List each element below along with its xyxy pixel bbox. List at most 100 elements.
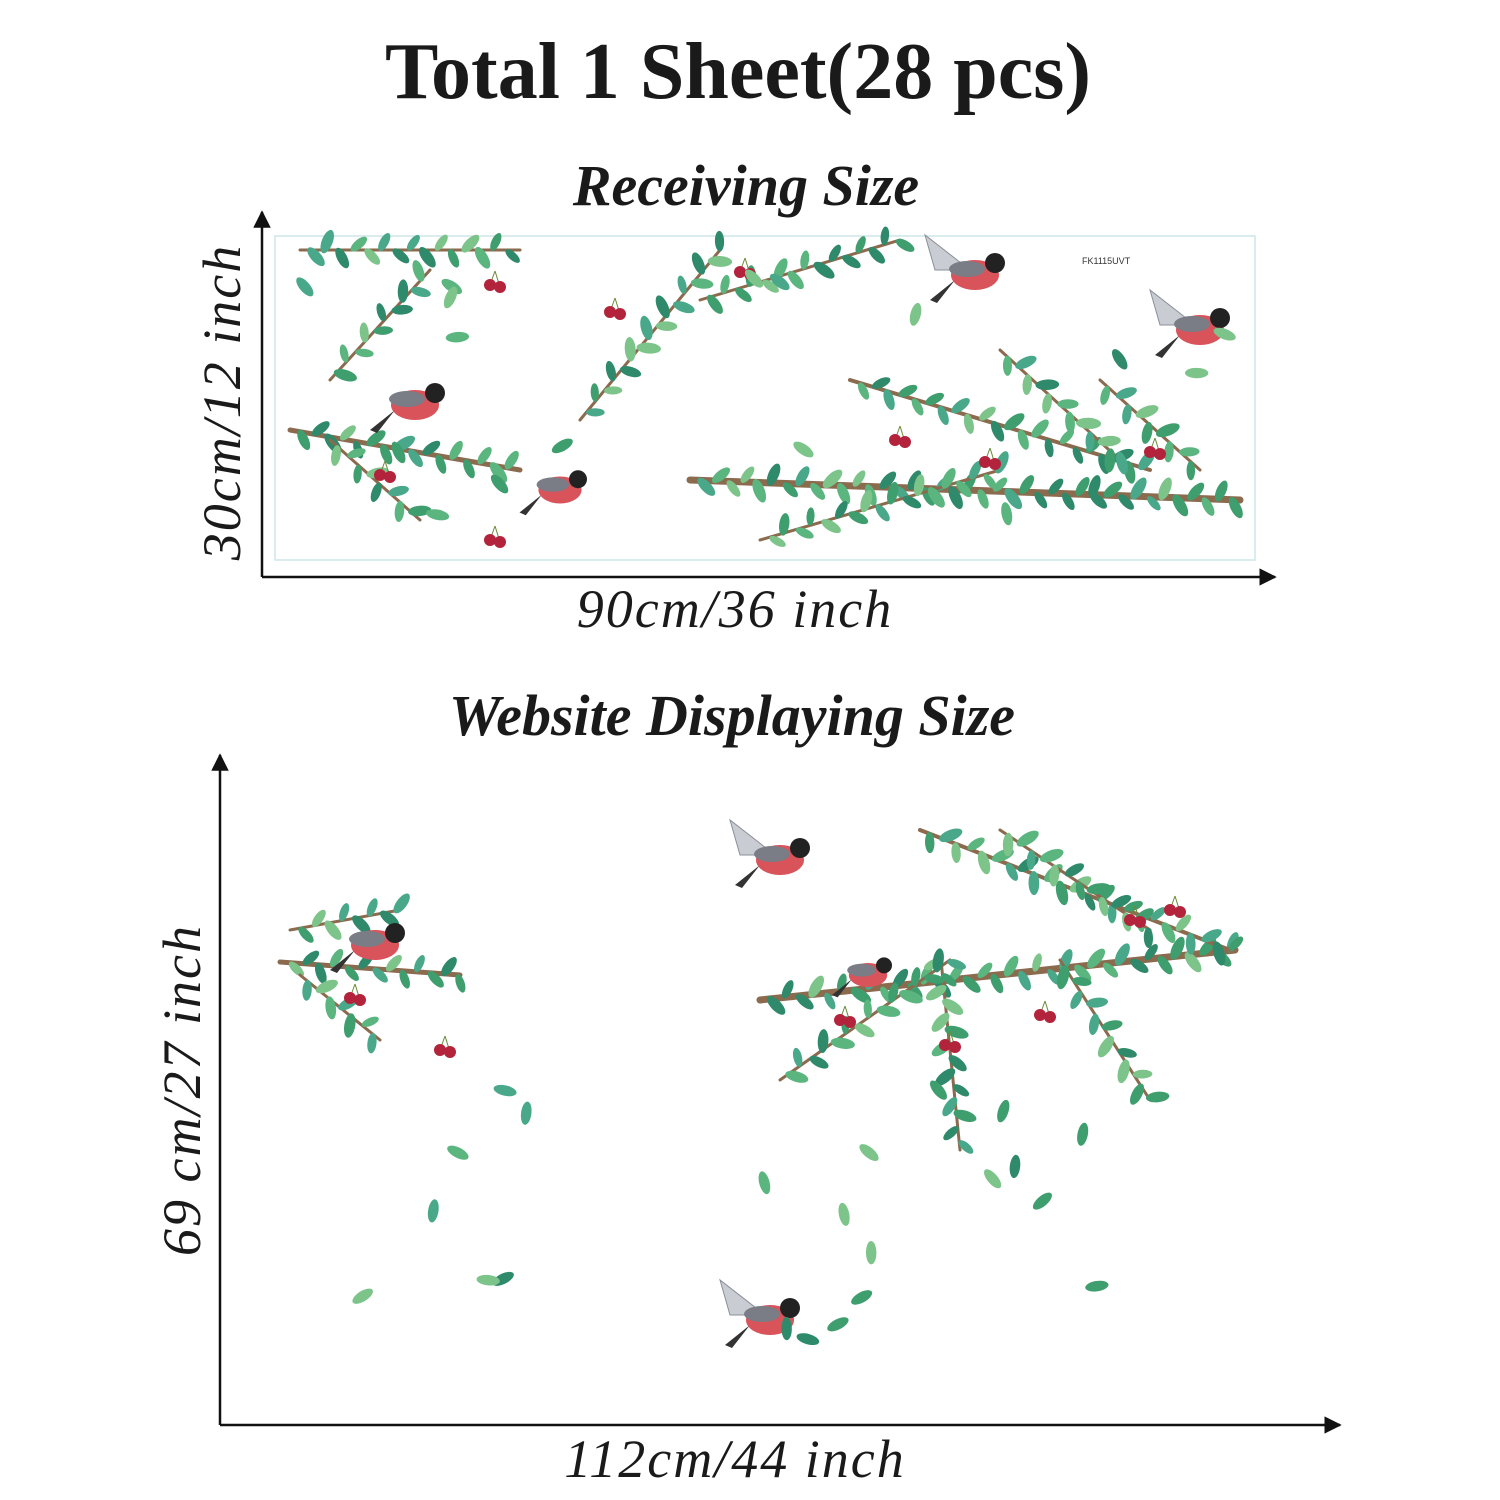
leaf (1130, 477, 1147, 500)
leaf (935, 1068, 956, 1086)
leaf (1111, 895, 1132, 908)
leaf (410, 286, 431, 298)
leaf (1009, 1154, 1021, 1179)
bird (519, 470, 587, 516)
leaf (720, 274, 730, 294)
leaf (859, 1144, 879, 1161)
leaf (347, 448, 366, 459)
leaf (655, 295, 670, 319)
leaf (1076, 417, 1102, 429)
leaf (343, 1013, 356, 1038)
leaf (1101, 1020, 1123, 1031)
bird (330, 923, 405, 973)
leaf (352, 915, 371, 934)
leaf (795, 527, 814, 539)
leaf (781, 980, 794, 999)
leaf (1086, 997, 1109, 1008)
leaf (339, 425, 356, 441)
cherry (434, 1044, 446, 1056)
leaf (477, 447, 492, 465)
display-heading: Website Displaying Size (449, 683, 1015, 748)
leaf (1186, 461, 1196, 481)
tail (330, 950, 355, 973)
cherry (949, 1041, 961, 1053)
leaf (339, 344, 349, 363)
leaf (1001, 502, 1013, 526)
leaf (443, 286, 458, 309)
leaf (1170, 936, 1185, 960)
leaf (990, 420, 1005, 442)
leaf (963, 413, 974, 434)
leaf (1104, 448, 1116, 473)
leaf (364, 248, 381, 265)
leaf (391, 304, 413, 315)
leaf (447, 248, 460, 268)
tail (370, 410, 395, 433)
cherry (1124, 914, 1136, 926)
height-label: 69 cm/27 inch (152, 924, 212, 1256)
leaf (376, 303, 387, 322)
cherry (494, 281, 506, 293)
leaf (1117, 1059, 1130, 1084)
leaf (344, 965, 359, 981)
leaf (361, 1016, 379, 1028)
cherry (734, 266, 746, 278)
leaf (1132, 1069, 1153, 1079)
leaf (714, 230, 725, 252)
leaf (1145, 1091, 1170, 1103)
leaf (979, 406, 996, 421)
leaf (977, 850, 991, 875)
leaf (909, 302, 922, 326)
leaf (925, 984, 947, 1001)
leaf (1074, 964, 1092, 982)
leaf (857, 382, 870, 400)
leaf (1150, 907, 1166, 921)
leaf (1112, 349, 1128, 370)
leaf (848, 511, 869, 525)
leaf (1015, 355, 1037, 370)
leaf (924, 974, 945, 984)
leaf (1042, 393, 1052, 414)
leaf (800, 250, 810, 270)
leaf (1143, 927, 1154, 949)
leaf (378, 233, 391, 252)
leaf (1049, 864, 1060, 887)
leaf (427, 1199, 439, 1223)
bird (370, 383, 445, 433)
leaf (373, 326, 393, 335)
leaf (956, 480, 972, 498)
leaf (868, 246, 885, 264)
leaf (1155, 423, 1180, 438)
leaf (441, 957, 457, 977)
leaf (302, 979, 312, 1001)
head (1210, 308, 1230, 328)
head (985, 253, 1005, 273)
leaf (758, 1171, 771, 1195)
leaf (385, 955, 402, 972)
leaf (504, 450, 519, 470)
leaf (925, 392, 944, 406)
leaf (1144, 944, 1158, 961)
leaf (1184, 952, 1202, 973)
leaf (793, 441, 814, 458)
head (790, 838, 810, 858)
cherry (1044, 1011, 1056, 1023)
bird (719, 1278, 800, 1348)
cherry (604, 306, 616, 318)
leaf (1097, 1035, 1115, 1058)
cherry (374, 469, 386, 481)
leaf (888, 982, 899, 1003)
leaf (1124, 900, 1143, 912)
leaf (1026, 850, 1036, 870)
leaf (850, 987, 872, 1004)
cherry (1174, 906, 1186, 918)
leaf (711, 467, 731, 484)
cherry (1134, 916, 1146, 928)
leaf (426, 509, 450, 521)
back (949, 261, 985, 277)
leaf (860, 489, 873, 513)
leaf (1032, 1192, 1052, 1210)
leaf (952, 1084, 970, 1097)
leaf (1135, 405, 1159, 419)
leaf (1072, 976, 1092, 987)
